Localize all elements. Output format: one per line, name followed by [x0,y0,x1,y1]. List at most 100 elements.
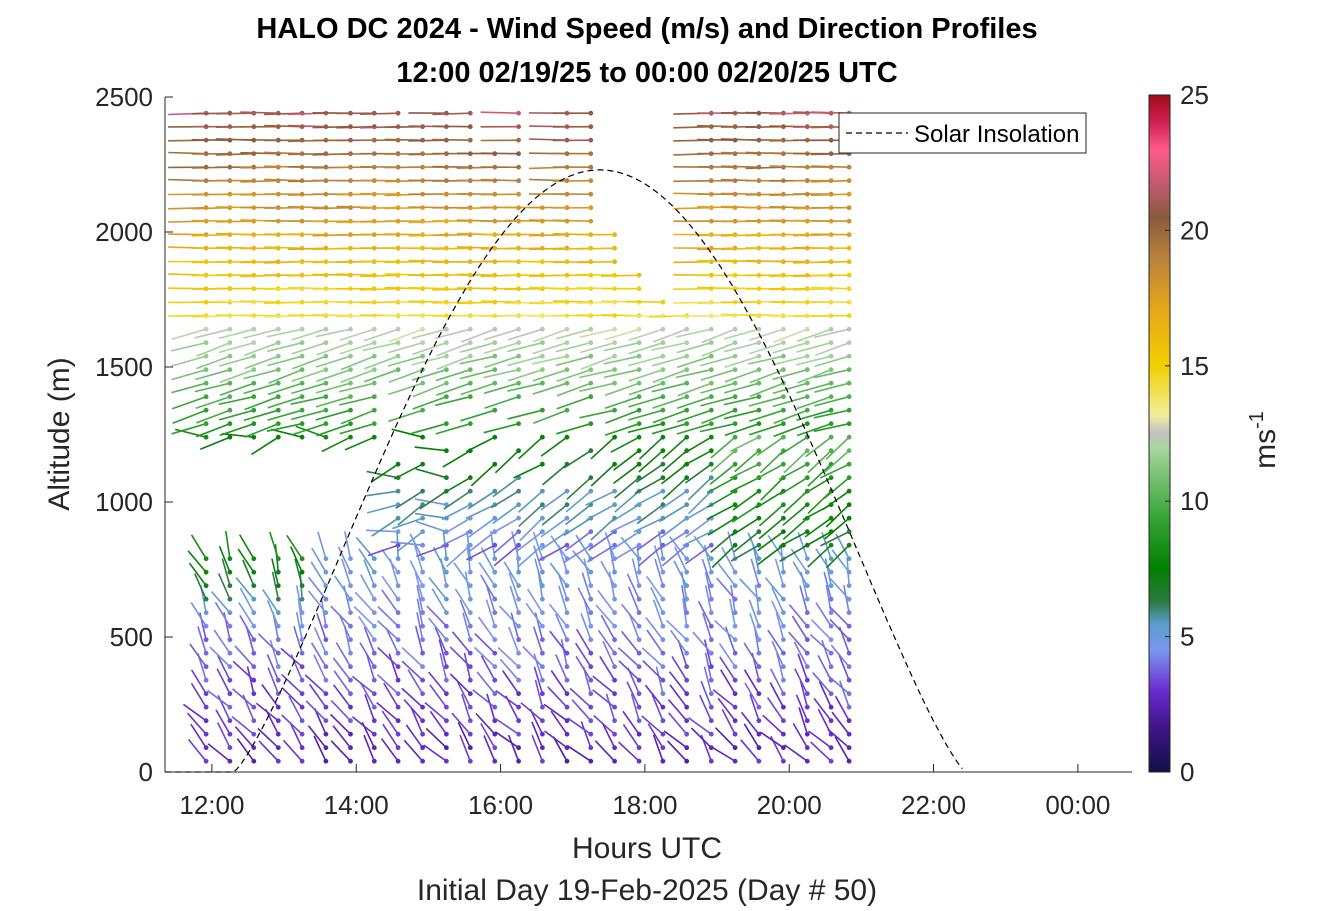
wind-barb [411,422,447,435]
wind-barb-tip [588,367,594,373]
wind-barb [291,328,327,341]
wind-barb-tip [684,394,690,400]
wind-barb [673,206,712,210]
wind-barb-tip [564,677,570,683]
wind-barb-tip [203,367,209,373]
wind-barb-tip [371,664,377,670]
wind-barb [240,111,279,114]
wind-barb [819,463,850,479]
wind-barb [510,612,520,640]
wind-barb [793,287,832,291]
wind-barb [504,219,543,222]
wind-barb [611,504,640,523]
wind-barb-tip [275,353,281,359]
wind-barb [782,504,808,526]
wind-barb [461,693,472,721]
wind-barb-tip [804,745,810,751]
y-tick-label: 1000 [95,487,153,517]
wind-barb [762,714,784,735]
wind-barb [651,382,687,393]
wind-barb [218,409,255,421]
wind-barb-tip [371,637,377,643]
wind-barb [330,605,352,627]
wind-barb-tip [467,664,473,670]
wind-barb-tip [588,178,594,184]
wind-barb [388,409,423,423]
wind-barb-tip [371,556,377,562]
wind-barb [747,532,760,560]
wind-barb-tip [708,556,714,562]
wind-barb-tip [660,596,666,602]
wind-barb-tip [636,650,642,656]
wind-barb-tip [420,542,425,548]
wind-barb-tip [828,596,834,602]
wind-barb [699,422,736,433]
wind-barb [716,577,736,600]
wind-barb-tip [756,367,762,373]
wind-barb-tip [492,353,498,359]
wind-barb [566,745,592,762]
wind-barb [796,422,832,437]
wind-barb [492,477,520,498]
wind-barb-tip [540,380,545,386]
wind-barb [291,355,327,370]
x-tick-label: 20:00 [757,790,822,820]
wind-barb [628,328,664,342]
wind-barb [438,639,448,667]
wind-barb [307,725,327,749]
wind-barb [207,743,231,762]
wind-barb [811,233,850,236]
wind-barb-tip [540,637,545,643]
wind-barb [243,328,279,339]
wind-barb [701,328,736,344]
wind-barb-tip [299,677,305,683]
wind-barb-tip [275,407,281,413]
wind-barb-tip [323,596,329,602]
wind-barb-tip [467,745,473,751]
wind-barb [480,111,519,114]
wind-barb-tip [708,434,714,440]
wind-barb-tip [227,718,233,724]
wind-barb [234,726,255,749]
wind-barb-tip [323,718,329,724]
wind-barb [240,179,279,183]
wind-barb [613,450,640,471]
wind-barb [641,647,664,668]
wind-barb-tip [516,664,521,670]
wind-barb [721,708,736,735]
wind-barb [388,653,399,681]
wind-barb-tip [732,394,738,400]
wind-barb-tip [732,569,738,575]
wind-barb-tip [828,407,834,413]
wind-barb-tip [492,380,498,386]
wind-barb [362,341,399,352]
wind-barb [457,722,472,749]
wind-barb [171,355,207,367]
wind-barb [815,548,832,573]
wind-barb [335,642,352,668]
wind-barb [532,328,568,343]
wind-barb [662,477,688,500]
wind-barb-tip [828,515,834,521]
wind-barb [721,547,736,573]
wind-barb-tip [371,691,377,697]
wind-barb [244,341,279,356]
wind-barb [609,517,640,533]
wind-barb-tip [612,610,617,616]
wind-barb [168,233,207,236]
wind-barb [731,504,760,523]
wind-barb-tip [444,340,449,346]
wind-barb-tip [781,434,786,440]
wind-barb-tip [781,502,786,508]
wind-barb-tip [275,650,281,656]
wind-barb [264,206,303,209]
wind-barb-tip [420,745,425,751]
wind-barb [287,247,326,251]
wind-barb-tip [828,569,834,575]
wind-barb-tip [348,731,353,737]
wind-barb-tip [636,367,642,373]
wind-barb-tip [420,650,425,656]
wind-barb-tip [588,610,594,616]
wind-barb [590,517,616,541]
wind-barb-tip [781,421,786,427]
